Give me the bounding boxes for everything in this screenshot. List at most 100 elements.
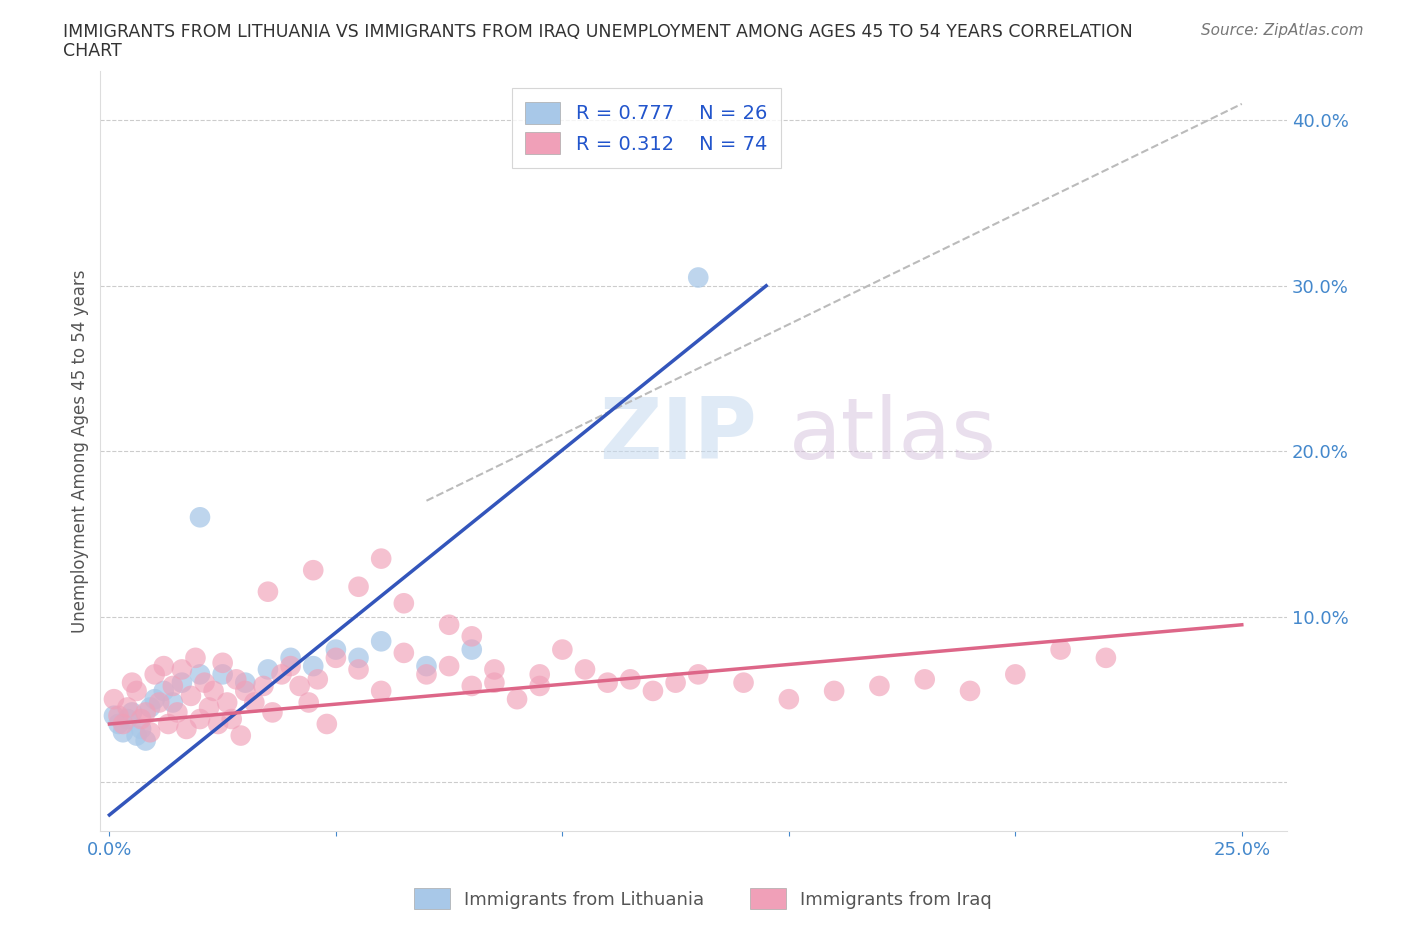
Point	[262, 705, 284, 720]
Point	[180, 688, 202, 703]
Point	[103, 692, 125, 707]
Point	[347, 650, 370, 665]
Point	[959, 684, 981, 698]
Point	[288, 679, 311, 694]
Legend: R = 0.777    N = 26, R = 0.312    N = 74: R = 0.777 N = 26, R = 0.312 N = 74	[512, 88, 780, 168]
Point	[207, 716, 229, 731]
Point	[221, 711, 243, 726]
Point	[325, 642, 347, 657]
Point	[198, 700, 221, 715]
Point	[233, 675, 256, 690]
Point	[157, 716, 180, 731]
Point	[270, 667, 292, 682]
Point	[778, 692, 800, 707]
Point	[529, 679, 551, 694]
Y-axis label: Unemployment Among Ages 45 to 54 years: Unemployment Among Ages 45 to 54 years	[72, 270, 89, 633]
Legend: Immigrants from Lithuania, Immigrants from Iraq: Immigrants from Lithuania, Immigrants fr…	[406, 881, 1000, 916]
Point	[243, 695, 266, 710]
Point	[229, 728, 252, 743]
Point	[733, 675, 755, 690]
Point	[193, 675, 215, 690]
Text: CHART: CHART	[63, 42, 122, 60]
Point	[302, 563, 325, 578]
Point	[188, 711, 211, 726]
Point	[152, 684, 174, 698]
Point	[437, 658, 460, 673]
Point	[107, 716, 129, 731]
Point	[111, 724, 134, 739]
Point	[484, 675, 506, 690]
Point	[370, 634, 392, 649]
Point	[415, 667, 437, 682]
Point	[280, 658, 302, 673]
Point	[129, 722, 152, 737]
Point	[148, 695, 170, 710]
Point	[152, 658, 174, 673]
Point	[162, 695, 184, 710]
Text: Source: ZipAtlas.com: Source: ZipAtlas.com	[1201, 23, 1364, 38]
Point	[1049, 642, 1071, 657]
Point	[135, 705, 157, 720]
Point	[129, 711, 152, 726]
Point	[461, 679, 484, 694]
Point	[868, 679, 890, 694]
Point	[688, 667, 710, 682]
Point	[302, 658, 325, 673]
Point	[619, 671, 641, 686]
Point	[188, 667, 211, 682]
Point	[188, 510, 211, 525]
Point	[139, 700, 162, 715]
Point	[166, 705, 188, 720]
Point	[551, 642, 574, 657]
Point	[325, 650, 347, 665]
Point	[117, 700, 139, 715]
Point	[370, 684, 392, 698]
Point	[370, 551, 392, 566]
Point	[117, 711, 139, 726]
Point	[233, 684, 256, 698]
Point	[914, 671, 936, 686]
Point	[257, 584, 280, 599]
Point	[315, 716, 337, 731]
Point	[280, 650, 302, 665]
Point	[298, 695, 321, 710]
Point	[392, 596, 415, 611]
Point	[176, 722, 198, 737]
Point	[461, 642, 484, 657]
Point	[665, 675, 688, 690]
Point	[111, 716, 134, 731]
Point	[257, 662, 280, 677]
Text: atlas: atlas	[789, 394, 997, 477]
Point	[596, 675, 619, 690]
Point	[392, 645, 415, 660]
Point	[121, 675, 143, 690]
Point	[139, 724, 162, 739]
Point	[103, 709, 125, 724]
Point	[1004, 667, 1026, 682]
Point	[574, 662, 596, 677]
Text: IMMIGRANTS FROM LITHUANIA VS IMMIGRANTS FROM IRAQ UNEMPLOYMENT AMONG AGES 45 TO : IMMIGRANTS FROM LITHUANIA VS IMMIGRANTS …	[63, 23, 1133, 41]
Point	[823, 684, 845, 698]
Point	[641, 684, 664, 698]
Point	[506, 692, 529, 707]
Point	[484, 662, 506, 677]
Point	[125, 684, 148, 698]
Point	[415, 658, 437, 673]
Point	[252, 679, 274, 694]
Point	[170, 675, 193, 690]
Point	[143, 692, 166, 707]
Point	[135, 733, 157, 748]
Point	[211, 656, 233, 671]
Point	[461, 629, 484, 644]
Point	[211, 667, 233, 682]
Point	[170, 662, 193, 677]
Point	[202, 684, 225, 698]
Point	[184, 650, 207, 665]
Point	[143, 667, 166, 682]
Point	[688, 270, 710, 285]
Point	[1095, 650, 1118, 665]
Point	[307, 671, 329, 686]
Point	[347, 579, 370, 594]
Point	[225, 671, 247, 686]
Text: ZIP: ZIP	[599, 394, 756, 477]
